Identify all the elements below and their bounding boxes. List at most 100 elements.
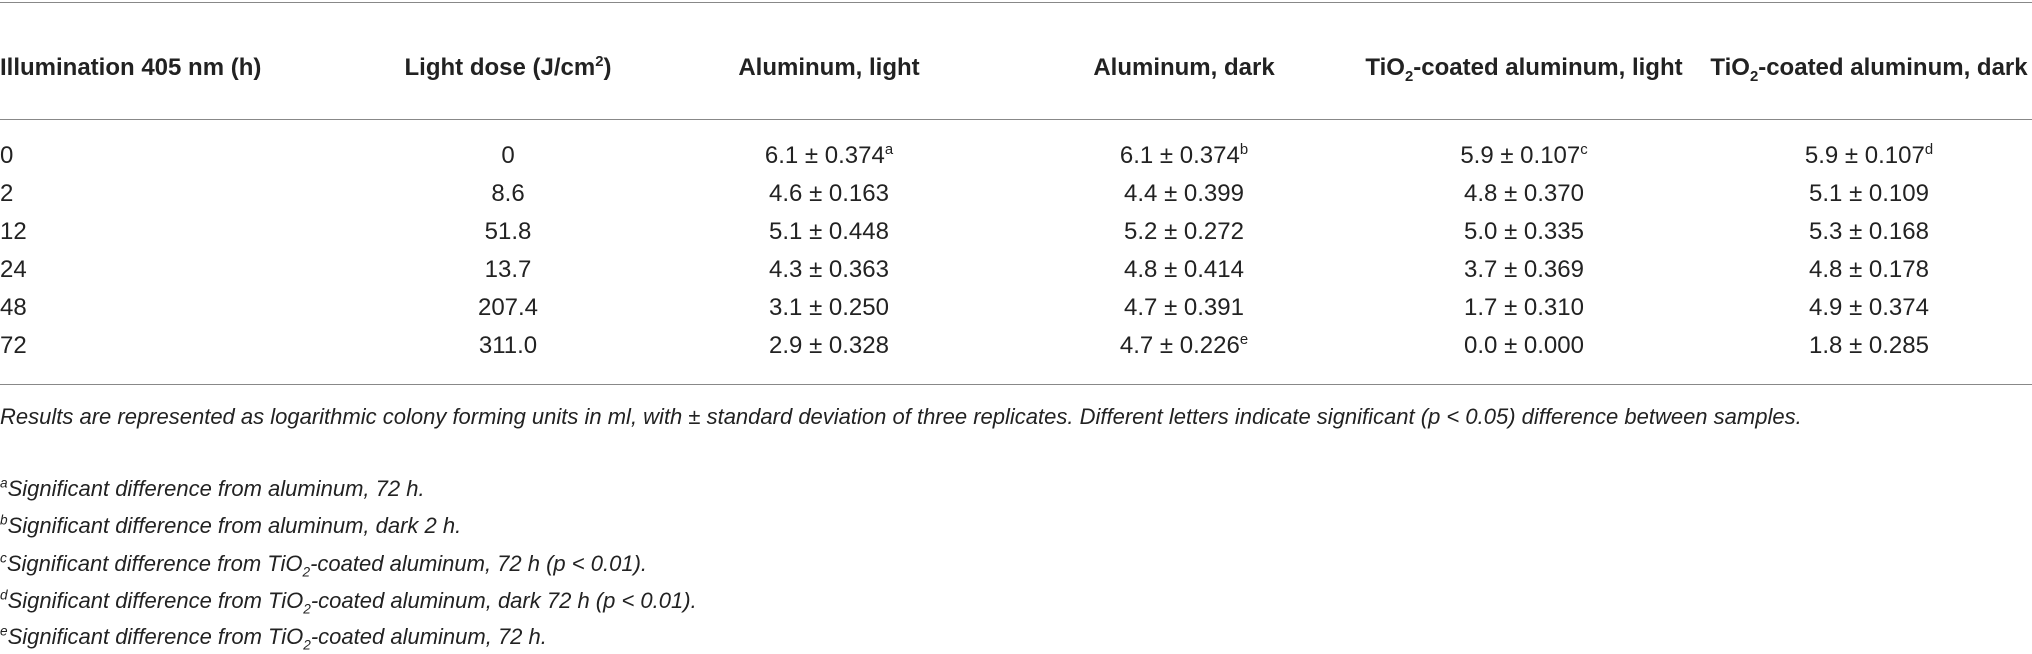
text: 5.3 ± 0.168 xyxy=(1809,218,1929,245)
subscript: 2 xyxy=(1749,68,1759,85)
text: 5.1 ± 0.109 xyxy=(1809,180,1929,207)
text: Illumination 405 nm (h) xyxy=(0,54,262,81)
cell: 4.4 ± 0.399 xyxy=(984,176,1384,212)
superscript: e xyxy=(1239,332,1249,348)
text: -coated aluminum, dark xyxy=(1758,54,2028,81)
text: 2 xyxy=(0,180,14,207)
cell: 6.1 ± 0.374b xyxy=(984,138,1384,174)
superscript: b xyxy=(0,512,8,528)
cell: 311.0 xyxy=(308,328,708,364)
subscript: 2 xyxy=(303,601,311,617)
subscript: 2 xyxy=(1404,68,1414,85)
text: -coated aluminum, 72 h (p < 0.01). xyxy=(310,551,648,576)
cell: 13.7 xyxy=(308,252,708,288)
text: 4.7 ± 0.226 xyxy=(1119,332,1240,359)
cell: 4.8 ± 0.178 xyxy=(1669,252,2032,288)
text: Aluminum, dark xyxy=(1093,54,1275,81)
text: Light dose (J/cm xyxy=(404,54,596,81)
text: 2.9 ± 0.328 xyxy=(769,332,889,359)
cell: 5.2 ± 0.272 xyxy=(984,214,1384,250)
text: 1.7 ± 0.310 xyxy=(1464,294,1584,321)
superscript: c xyxy=(0,550,7,566)
superscript: c xyxy=(1580,142,1588,158)
superscript: d xyxy=(0,587,8,603)
cell: 1.8 ± 0.285 xyxy=(1669,328,2032,364)
text: 5.9 ± 0.107 xyxy=(1804,142,1925,169)
text: Significant difference from TiO xyxy=(7,624,304,649)
cell: 72 xyxy=(0,328,27,364)
header-text: Light dose (J/cm2) xyxy=(405,50,612,86)
header-rule xyxy=(0,119,2032,120)
header-text: Illumination 405 nm (h) xyxy=(0,50,261,86)
top-rule xyxy=(0,2,2032,3)
text: Significant difference from TiO xyxy=(7,588,304,613)
subscript: 2 xyxy=(303,637,311,653)
text: TiO xyxy=(1710,54,1750,81)
text: 3.1 ± 0.250 xyxy=(769,294,889,321)
cell: 5.9 ± 0.107c xyxy=(1324,138,1724,174)
text: 4.7 ± 0.391 xyxy=(1124,294,1244,321)
footnote: Results are represented as logarithmic c… xyxy=(0,400,1995,434)
superscript: a xyxy=(0,475,8,491)
text: 4.9 ± 0.374 xyxy=(1809,294,1929,321)
footnote: bSignificant difference from aluminum, d… xyxy=(0,509,1995,543)
cell: 3.1 ± 0.250 xyxy=(629,290,1029,326)
text: -coated aluminum, dark 72 h (p < 0.01). xyxy=(310,588,697,613)
text: 4.8 ± 0.414 xyxy=(1124,256,1244,283)
header-text: Aluminum, dark xyxy=(1093,50,1274,86)
cell: 4.8 ± 0.370 xyxy=(1324,176,1724,212)
subscript: 2 xyxy=(302,564,311,580)
header-cell: Light dose (J/cm2) xyxy=(328,18,688,118)
cell: 5.1 ± 0.109 xyxy=(1669,176,2032,212)
header-cell: TiO2-coated aluminum, dark xyxy=(1704,18,2032,118)
footnote: cSignificant difference from TiO2-coated… xyxy=(0,547,1995,581)
header-text: Aluminum, light xyxy=(738,50,919,86)
text: 4.3 ± 0.363 xyxy=(769,256,889,283)
text: TiO xyxy=(1365,54,1405,81)
header-cell: Illumination 405 nm (h) xyxy=(0,18,340,118)
cell: 0 xyxy=(0,138,13,174)
bottom-rule xyxy=(0,384,2032,385)
text: 48 xyxy=(0,294,27,321)
cell: 3.7 ± 0.369 xyxy=(1324,252,1724,288)
text: 4.6 ± 0.163 xyxy=(769,180,889,207)
text: 24 xyxy=(0,256,27,283)
header-cell: TiO2-coated aluminum, light xyxy=(1359,18,1689,118)
cell: 5.9 ± 0.107d xyxy=(1669,138,2032,174)
cell: 4.7 ± 0.391 xyxy=(984,290,1384,326)
cell: 8.6 xyxy=(308,176,708,212)
cell: 12 xyxy=(0,214,27,250)
cell: 5.3 ± 0.168 xyxy=(1669,214,2032,250)
header-cell: Aluminum, dark xyxy=(1004,18,1364,118)
text: 3.7 ± 0.369 xyxy=(1464,256,1584,283)
text: 0.0 ± 0.000 xyxy=(1464,332,1584,359)
cell: 4.6 ± 0.163 xyxy=(629,176,1029,212)
cell: 2 xyxy=(0,176,13,212)
text: -coated aluminum, 72 h. xyxy=(310,624,547,649)
text: 4.8 ± 0.370 xyxy=(1464,180,1584,207)
text: 8.6 xyxy=(491,180,525,207)
text: Significant difference from aluminum, 72… xyxy=(7,476,425,501)
cell: 207.4 xyxy=(308,290,708,326)
cell: 24 xyxy=(0,252,27,288)
header-text: TiO2-coated aluminum, dark xyxy=(1710,50,2027,86)
text: Significant difference from TiO xyxy=(6,551,303,576)
cell: 1.7 ± 0.310 xyxy=(1324,290,1724,326)
superscript: b xyxy=(1239,142,1249,158)
header-text: TiO2-coated aluminum, light xyxy=(1365,50,1682,86)
cell: 0.0 ± 0.000 xyxy=(1324,328,1724,364)
text: Results are represented as logarithmic c… xyxy=(0,404,1802,429)
text: 5.1 ± 0.448 xyxy=(769,218,889,245)
cell: 2.9 ± 0.328 xyxy=(629,328,1029,364)
text: -coated aluminum, light xyxy=(1413,54,1683,81)
cell: 51.8 xyxy=(308,214,708,250)
footnote: eSignificant difference from TiO2-coated… xyxy=(0,620,1995,654)
text: 4.8 ± 0.178 xyxy=(1809,256,1929,283)
text: 6.1 ± 0.374 xyxy=(764,142,885,169)
text: 5.2 ± 0.272 xyxy=(1124,218,1244,245)
text: Aluminum, light xyxy=(738,54,920,81)
cell: 48 xyxy=(0,290,27,326)
text: 51.8 xyxy=(484,218,532,245)
text: 5.9 ± 0.107 xyxy=(1460,142,1581,169)
